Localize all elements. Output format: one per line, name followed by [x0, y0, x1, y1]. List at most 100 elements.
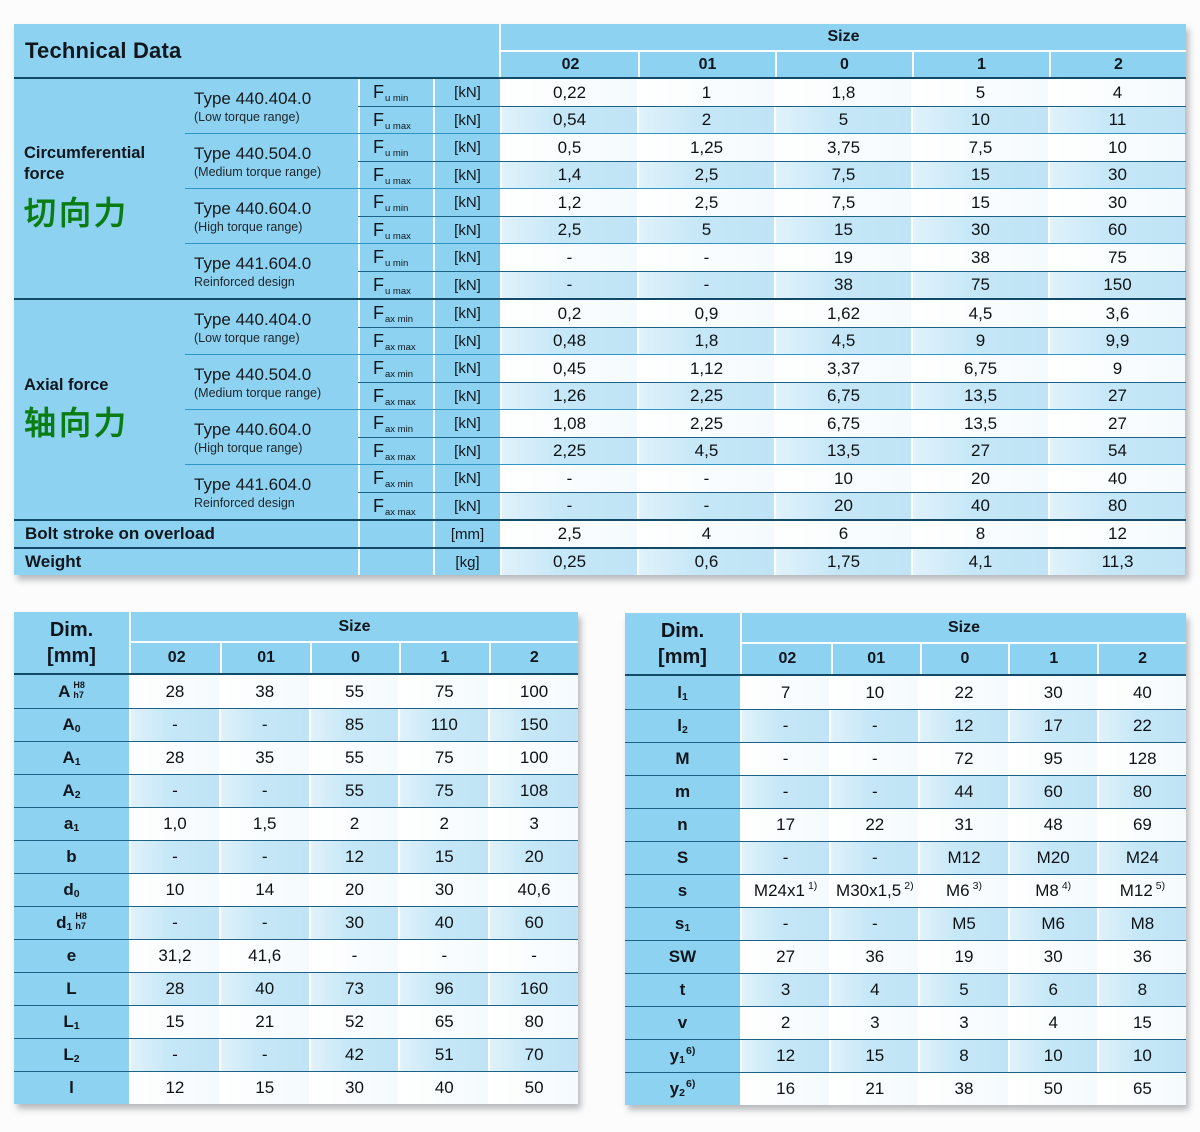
tolerance-stack: H8 h7	[73, 680, 85, 701]
size-column-01: 01	[830, 644, 920, 674]
force-symbol: F	[373, 413, 384, 433]
value-cell: 20	[488, 841, 578, 873]
dimension-subscript: 1	[684, 922, 691, 934]
dimension-row: M - -72 95 128	[625, 742, 1187, 775]
size-column-1: 1	[912, 52, 1049, 77]
size-column-0: 0	[919, 644, 1009, 674]
type-subtitle: (Low torque range)	[194, 109, 300, 124]
footnote-mark: 6)	[685, 1078, 696, 1090]
value-cell: -	[500, 493, 637, 519]
value-cell: 30	[308, 1072, 399, 1104]
value-cell: 75	[398, 775, 489, 807]
value-cell: 9,9	[1048, 328, 1185, 354]
footnote-mark: 3)	[972, 880, 982, 892]
value-cell: 20	[911, 465, 1048, 492]
value-cell: -	[637, 493, 774, 519]
size-column-0: 0	[775, 52, 912, 77]
force-symbol: F	[373, 164, 384, 185]
dimension-label: A H8 h7	[14, 675, 129, 708]
dimension-subscript: 0	[73, 888, 80, 900]
type-cell: Type 440.604.0 (High torque range)	[185, 410, 358, 464]
value-cell: 1,5	[218, 808, 309, 840]
value-cell: 22	[829, 809, 919, 841]
unit-cell: [kN]	[433, 465, 500, 492]
value-cell: 1,2	[500, 189, 637, 216]
value-cell: -	[637, 272, 774, 298]
value-cell: 1,0	[129, 808, 219, 840]
value-cell: 28	[129, 742, 219, 774]
size-column-1: 1	[1008, 644, 1097, 674]
dimension-row: SW 27 36 19 30 36	[625, 940, 1187, 973]
value-cell: 75	[398, 742, 489, 774]
dimension-label: m	[625, 776, 740, 808]
value-cell: 8	[918, 1040, 1008, 1072]
dimension-symbol: l	[69, 1078, 74, 1097]
dimension-label: SW	[625, 941, 740, 973]
dimension-symbol: l	[677, 716, 682, 735]
dimension-symbol: d	[63, 880, 74, 899]
value-cell: 13,5	[911, 383, 1048, 409]
dimensions-left-body: A H8 h7 28 38 55 75 100 A 0- -85 110 150 A 1 28 35 55 75 10…	[14, 675, 578, 1104]
size-column-01: 01	[220, 643, 309, 673]
unit-cell: [mm]	[433, 521, 500, 547]
dimension-symbol: a	[63, 814, 74, 833]
dimension-symbol: A	[62, 748, 75, 767]
dimension-label: s	[625, 875, 740, 907]
value-cell: 27	[1048, 383, 1185, 409]
force-symbol: F	[373, 358, 384, 378]
value-cell: 4,5	[774, 328, 911, 354]
dimension-row: m - -44 60 80	[625, 775, 1187, 808]
value-cell: 10	[129, 874, 219, 906]
size-column-02: 02	[561, 55, 580, 73]
dimension-label: d 1 H8 h7	[14, 907, 129, 939]
value-cell: M5	[918, 908, 1008, 940]
tolerance-lower: h7	[73, 689, 84, 700]
value-cell: M12	[918, 842, 1008, 874]
value-cell: 9	[911, 328, 1048, 354]
empty-cell	[358, 549, 433, 575]
force-section: Circumferential force 切向力 Type 440.404.0 (L…	[14, 79, 1186, 298]
value-cell: M8	[1096, 908, 1187, 940]
value-cell: 40	[218, 973, 309, 1005]
value-cell: -	[129, 907, 219, 939]
value-cell: 6	[774, 521, 911, 547]
dimension-subscript: 0	[74, 723, 81, 735]
value-cell: 75	[911, 272, 1048, 298]
value-cell: 12	[740, 1040, 830, 1072]
dimension-symbol: A	[62, 781, 75, 800]
dimension-row: l 1 7 10 22 30 40	[625, 676, 1187, 709]
value-cell: 27	[740, 941, 830, 973]
footer-label: Bolt stroke on overload	[25, 524, 215, 543]
value-cell: -	[637, 465, 774, 492]
value-cell: 22	[918, 676, 1008, 709]
type-subtitle: Reinforced design	[194, 274, 295, 289]
size-header-group: Size 02 01 0 1 2	[129, 612, 578, 673]
force-symbol: F	[373, 137, 384, 157]
value-cell: 40	[398, 907, 489, 939]
value-cell: 30	[1048, 189, 1185, 216]
value-cell: 51	[398, 1039, 489, 1071]
size-column-02: 02	[778, 650, 797, 667]
value-cell: 10	[829, 676, 919, 709]
dim-title: Dim. [mm]	[625, 613, 740, 674]
dimension-symbol: t	[679, 980, 686, 999]
force-symbol: F	[373, 82, 384, 102]
value-cell: 15	[911, 189, 1048, 216]
value-cell: 6,75	[774, 383, 911, 409]
dimension-row: L 28 40 73 96 160	[14, 972, 578, 1005]
value-cell: 15	[218, 1072, 309, 1104]
dimension-row: n 17 22 31 48 69	[625, 808, 1187, 841]
